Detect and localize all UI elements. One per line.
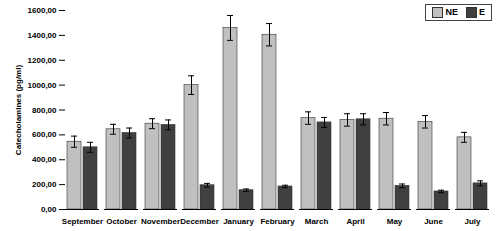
svg-text:October: October: [106, 217, 137, 226]
svg-text:November: November: [141, 217, 180, 226]
svg-text:January: January: [223, 217, 254, 226]
svg-text:March: March: [305, 217, 329, 226]
html-text:E: E: [479, 7, 485, 17]
svg-text:200,00: 200,00: [32, 180, 57, 189]
svg-text:Catecholamines (pg/ml): Catecholamines (pg/ml): [14, 65, 23, 156]
svg-text:1600,00: 1600,00: [28, 6, 57, 15]
svg-text:June: June: [424, 217, 443, 226]
svg-text:1400,00: 1400,00: [28, 31, 57, 40]
svg-text:February: February: [260, 217, 295, 226]
svg-text:800,00: 800,00: [32, 106, 57, 115]
html-text:NE: NE: [445, 7, 458, 17]
svg-text:1200,00: 1200,00: [28, 56, 57, 65]
svg-text:July: July: [464, 217, 481, 226]
svg-text:December: December: [180, 217, 219, 226]
svg-text:1000,00: 1000,00: [28, 81, 57, 90]
svg-text:September: September: [62, 217, 103, 226]
svg-text:600,00: 600,00: [32, 130, 57, 139]
svg-text:0,00: 0,00: [41, 205, 57, 214]
svg-text:May: May: [387, 217, 403, 226]
svg-text:April: April: [346, 217, 364, 226]
svg-text:400,00: 400,00: [32, 155, 57, 164]
